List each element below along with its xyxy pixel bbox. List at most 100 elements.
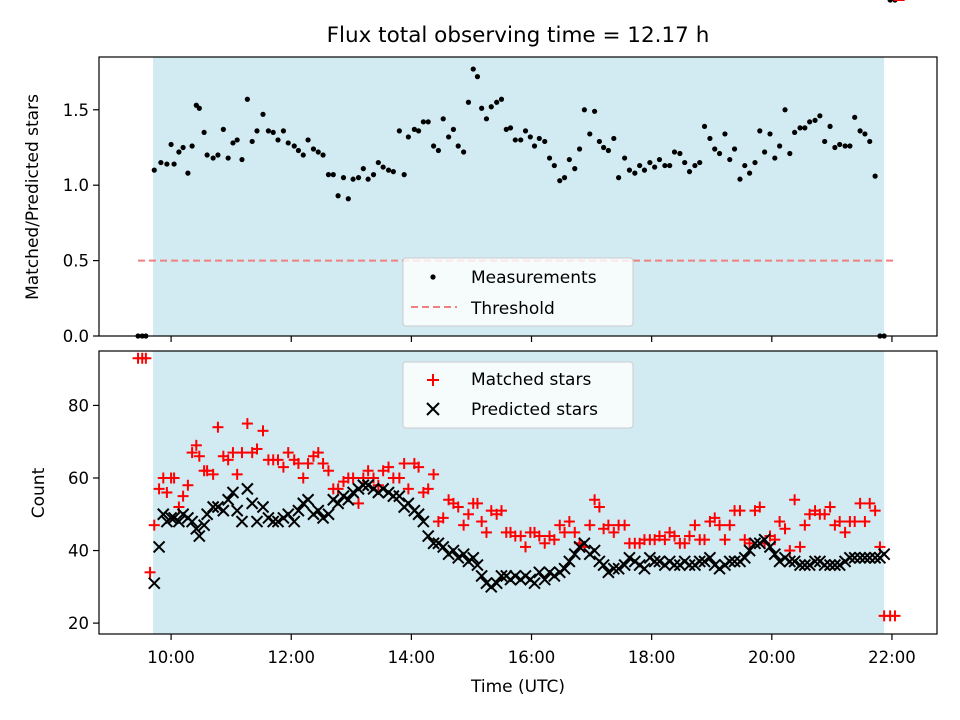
predicted-star-point bbox=[235, 515, 249, 528]
measurement-point bbox=[230, 140, 236, 146]
predicted-star-point bbox=[172, 515, 186, 528]
predicted-star-point bbox=[758, 533, 771, 546]
measurement-point bbox=[677, 150, 683, 157]
predicted-star-point bbox=[152, 540, 166, 554]
measurement-point bbox=[455, 143, 461, 149]
predicted-star-point bbox=[417, 515, 430, 528]
predicted-star-point bbox=[833, 558, 846, 572]
ratio-y-ticks: 0.0 0.5 1.0 1.5 bbox=[63, 101, 99, 346]
measurement-point bbox=[488, 104, 494, 110]
predicted-star-point bbox=[563, 555, 576, 568]
measurement-point bbox=[390, 169, 396, 175]
measurement-point bbox=[185, 170, 191, 176]
matched-star-point bbox=[854, 497, 866, 509]
predicted-star-point bbox=[808, 555, 822, 568]
measurement-point bbox=[581, 107, 587, 113]
measurement-point bbox=[375, 159, 381, 166]
matched-star-point bbox=[520, 541, 532, 553]
matched-star-point bbox=[402, 483, 414, 495]
measurement-point bbox=[767, 131, 773, 137]
measurement-point bbox=[716, 150, 723, 157]
matched-star-point bbox=[734, 505, 746, 517]
matched-star-point bbox=[251, 443, 263, 455]
predicted-star-point bbox=[447, 544, 460, 557]
predicted-star-point bbox=[164, 511, 178, 525]
measurement-point bbox=[380, 164, 386, 170]
predicted-star-point bbox=[653, 555, 666, 568]
legend-predicted-marker bbox=[426, 402, 440, 416]
measurement-point bbox=[792, 129, 798, 136]
matched-star-point bbox=[368, 472, 380, 484]
matched-star-point bbox=[282, 447, 294, 459]
measurement-point bbox=[671, 149, 678, 155]
predicted-star-point bbox=[193, 529, 206, 543]
matched-star-point bbox=[754, 501, 766, 513]
measurement-point bbox=[527, 134, 533, 140]
matched-star-point bbox=[554, 519, 566, 531]
matched-star-point bbox=[277, 461, 289, 473]
predicted-star-point bbox=[748, 537, 762, 550]
predicted-star-point bbox=[471, 558, 484, 572]
x-tick-label: 10:00 bbox=[147, 648, 195, 667]
matched-star-point bbox=[699, 534, 711, 546]
measurement-points bbox=[135, 0, 898, 339]
count-y-label: Count bbox=[29, 467, 49, 518]
measurement-point bbox=[204, 152, 210, 158]
predicted-star-point bbox=[412, 508, 425, 521]
predicted-star-point bbox=[490, 576, 503, 590]
predicted-star-point bbox=[723, 555, 736, 568]
matched-star-point bbox=[563, 516, 575, 528]
matched-star-point bbox=[437, 512, 449, 524]
measurement-point bbox=[512, 137, 518, 143]
predicted-star-point bbox=[763, 540, 777, 554]
measurement-point bbox=[847, 143, 853, 149]
legend-predicted-label: Predicted stars bbox=[471, 400, 598, 420]
measurement-point bbox=[802, 125, 808, 131]
measurement-point bbox=[355, 175, 362, 181]
predicted-star-point bbox=[848, 551, 861, 565]
measurement-point bbox=[385, 167, 392, 173]
predicted-star-point bbox=[803, 558, 816, 572]
predicted-star-point bbox=[221, 493, 235, 506]
matched-star-point bbox=[177, 490, 189, 502]
matched-star-point bbox=[789, 494, 801, 506]
measurement-point bbox=[446, 134, 452, 140]
predicted-star-point bbox=[393, 489, 406, 503]
predicted-star-point bbox=[301, 493, 315, 506]
predicted-star-point bbox=[693, 555, 706, 568]
measurement-point bbox=[270, 129, 276, 136]
predicted-star-point bbox=[288, 515, 301, 528]
count-y-ticks: 20 40 60 80 bbox=[68, 396, 99, 633]
measurement-point bbox=[551, 162, 557, 169]
measurement-point bbox=[164, 161, 170, 167]
matched-star-point bbox=[569, 526, 581, 538]
matched-star-point bbox=[839, 526, 851, 538]
measurement-point bbox=[315, 149, 321, 155]
matched-star-point bbox=[849, 516, 861, 528]
predicted-star-point bbox=[597, 558, 610, 572]
measurement-point bbox=[596, 138, 602, 145]
predicted-star-point bbox=[452, 551, 465, 565]
measurement-point bbox=[852, 114, 858, 120]
matched-star-point bbox=[186, 447, 198, 459]
matched-star-point bbox=[602, 519, 614, 531]
measurement-point bbox=[196, 105, 202, 111]
matched-star-point bbox=[383, 461, 395, 473]
predicted-star-point bbox=[346, 486, 360, 499]
measurement-point bbox=[234, 137, 240, 143]
predicted-star-point bbox=[427, 537, 440, 550]
predicted-star-point bbox=[818, 558, 831, 572]
predicted-star-point bbox=[568, 547, 581, 561]
measurement-point bbox=[189, 143, 195, 149]
matched-star-point bbox=[480, 526, 492, 538]
matched-star-point bbox=[212, 421, 224, 433]
predicted-star-point bbox=[230, 504, 244, 517]
matched-star-point bbox=[182, 479, 194, 491]
measurement-point bbox=[772, 155, 778, 161]
count-panel: 20 40 60 80 10:00 12:00 14:00 16:00 18:00 20:00 2… bbox=[29, 0, 938, 697]
matched-star-point bbox=[608, 526, 620, 538]
measurement-point bbox=[591, 108, 598, 114]
matched-star-point bbox=[462, 508, 474, 520]
measurement-point bbox=[507, 125, 514, 131]
measurement-point bbox=[176, 149, 182, 155]
